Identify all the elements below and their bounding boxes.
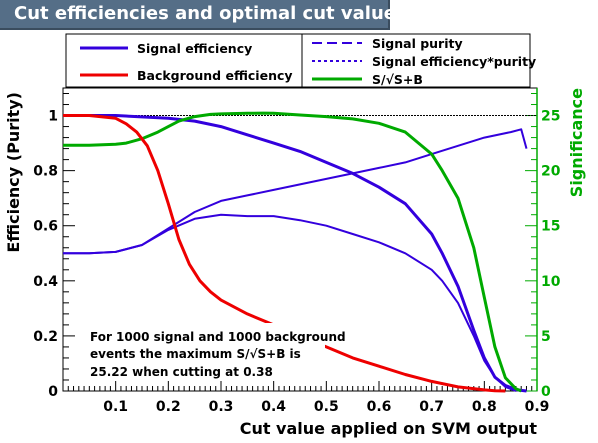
series-line-sig-eff xyxy=(63,114,527,393)
x-tick-label: 0.4 xyxy=(261,399,286,415)
x-tick-label: 0.7 xyxy=(419,399,444,415)
x-tick-label: 0.1 xyxy=(103,399,128,415)
legend: Signal efficiency Background efficiency … xyxy=(65,33,536,88)
x-axis-label: Cut value applied on SVM output xyxy=(240,419,538,438)
y-axis-label: Efficiency (Purity) xyxy=(4,92,23,253)
axis-ticks xyxy=(63,88,538,392)
x-tick-label: 0.5 xyxy=(314,399,339,415)
y-tick-label: 0 xyxy=(48,384,58,400)
annotation-line-2: events the maximum S/√S+B is xyxy=(90,347,301,361)
y-tick-label: 0.4 xyxy=(33,274,58,290)
annotation-line-3: 25.22 when cutting at 0.38 xyxy=(90,365,273,379)
annotation-box xyxy=(80,323,325,379)
curves xyxy=(63,111,528,393)
y2-tick-label: 20 xyxy=(541,164,561,180)
y-tick-label: 0.6 xyxy=(33,219,58,235)
legend-label-signal-efficiency-purity: Signal efficiency*purity xyxy=(372,54,536,69)
y2-tick-label: 5 xyxy=(541,329,551,345)
y2-tick-label: 10 xyxy=(541,274,561,290)
x-tick-label: 0.2 xyxy=(156,399,181,415)
y-tick-label: 0.8 xyxy=(33,164,58,180)
legend-frame xyxy=(65,33,531,88)
x-tick-label: 0.9 xyxy=(525,399,550,415)
series-line-bkg-eff xyxy=(63,114,506,393)
legend-label-significance: S/√S+B xyxy=(372,72,423,87)
title-bar: Cut efficiencies and optimal cut value xyxy=(0,0,396,30)
series-line-significance xyxy=(63,111,522,393)
annotation-line-1: For 1000 signal and 1000 background xyxy=(90,330,346,344)
y2-axis-label: Significance xyxy=(567,88,586,197)
y2-tick-label: 0 xyxy=(541,384,551,400)
annotation: For 1000 signal and 1000 background even… xyxy=(80,323,346,379)
legend-label-signal-purity: Signal purity xyxy=(372,36,463,51)
legend-label-signal-efficiency: Signal efficiency xyxy=(137,41,252,56)
chart-title: Cut efficiencies and optimal cut value xyxy=(14,3,396,24)
y-tick-label: 0.2 xyxy=(33,329,58,345)
x-tick-label: 0.8 xyxy=(472,399,497,415)
y-tick-label: 1 xyxy=(48,109,58,125)
x-tick-label: 0.6 xyxy=(367,399,392,415)
tick-labels: 0.1 0.2 0.3 0.4 0.5 0.6 0.7 0.8 0.900.20.40.60.8… xyxy=(33,109,561,415)
x-tick-label: 0.3 xyxy=(209,399,234,415)
series-line-purity xyxy=(63,128,528,255)
y2-tick-label: 25 xyxy=(541,109,560,125)
legend-label-background-efficiency: Background efficiency xyxy=(137,68,293,83)
y2-tick-label: 15 xyxy=(541,219,560,235)
